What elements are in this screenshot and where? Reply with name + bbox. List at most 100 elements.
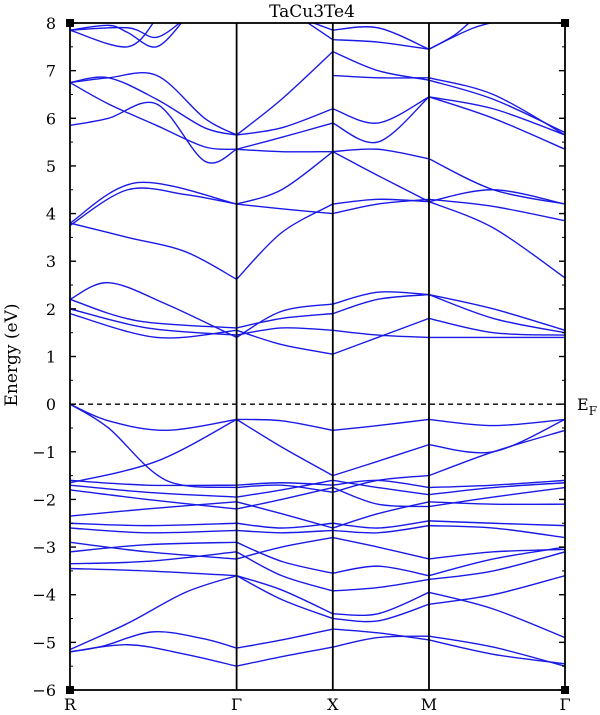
band-1-segment-2 <box>332 635 430 648</box>
band-29-segment-1 <box>332 74 429 79</box>
band-11-segment-0 <box>70 484 237 498</box>
y-tick-label: 6 <box>46 109 56 128</box>
band-25-segment-1 <box>236 108 334 136</box>
x-tick-label-2: X <box>327 695 339 714</box>
band-24-segment-3 <box>428 96 565 150</box>
y-tick-label: −2 <box>32 490 56 509</box>
band-0-segment-0 <box>70 630 237 653</box>
band-12-segment-3 <box>428 479 565 489</box>
band-27-segment-1 <box>306 23 334 41</box>
band-20-segment-2 <box>332 198 430 205</box>
band-17-segment-3 <box>428 317 565 336</box>
band-28-segment-3 <box>428 23 494 50</box>
band-9-segment-3 <box>428 501 565 506</box>
band-19-segment-0 <box>70 281 237 339</box>
band-29-segment-2 <box>428 77 565 136</box>
band-19-segment-3 <box>428 293 565 331</box>
band-6-segment-0 <box>70 541 237 560</box>
band-22-segment-1 <box>236 151 334 205</box>
band-28-segment-2 <box>332 26 430 50</box>
labels-layer: −6 −5 −4 −3 −2 −1 0 1 2 3 4 5 6 7 8 R Γ X M Γ EF <box>32 14 597 714</box>
x-tick-label-0: R <box>64 695 77 714</box>
band-2-segment-2 <box>332 591 430 617</box>
band-13-segment-2 <box>332 474 430 493</box>
band-3-segment-2 <box>332 603 430 623</box>
y-tick-label: 8 <box>46 14 56 33</box>
band-19-segment-1 <box>236 303 333 339</box>
band-1-segment-0 <box>70 644 237 667</box>
y-axis-title: Energy (eV) <box>2 303 22 406</box>
band-5-segment-0 <box>70 541 237 553</box>
band-24-segment-2 <box>332 96 430 144</box>
band-21-segment-3 <box>428 198 565 222</box>
y-tick-label: 4 <box>46 205 56 224</box>
band-2-segment-0 <box>70 574 237 651</box>
band-13-segment-3 <box>428 429 565 477</box>
y-tick-label: 3 <box>46 252 56 271</box>
band-17-segment-2 <box>332 317 430 355</box>
band-22-segment-2 <box>332 151 430 203</box>
band-16-segment-2 <box>332 329 430 339</box>
band-11-segment-2 <box>332 479 430 496</box>
chart-title: TaCu3Te4 <box>269 2 355 22</box>
band-8-segment-3 <box>428 520 565 527</box>
band-4-segment-3 <box>428 551 565 581</box>
band-6-segment-2 <box>332 536 430 560</box>
band-16-segment-1 <box>236 327 333 336</box>
y-tick-label: −3 <box>32 538 56 557</box>
band-26-segment-1 <box>236 51 334 136</box>
x-tick-label-3: M <box>421 695 437 714</box>
band-12-segment-1 <box>236 482 333 486</box>
band-13-segment-1 <box>236 484 333 493</box>
band-15-segment-2 <box>332 443 430 477</box>
band-7-segment-2 <box>332 524 430 534</box>
band-6-segment-3 <box>428 548 565 560</box>
band-25-segment-0 <box>70 76 237 136</box>
band-4-segment-2 <box>332 578 430 592</box>
y-tick-label: 2 <box>46 300 56 319</box>
band-23-segment-1 <box>236 148 333 153</box>
band-24-segment-1 <box>236 122 333 150</box>
band-17-segment-1 <box>236 329 333 355</box>
band-12-segment-0 <box>70 479 237 487</box>
band-15-segment-0 <box>70 418 237 484</box>
band-10-segment-1 <box>236 486 333 510</box>
band-9-segment-0 <box>70 501 237 517</box>
bands-layer <box>70 23 565 667</box>
band-26-segment-3 <box>428 79 565 134</box>
x-tick-label-1: Γ <box>231 695 242 714</box>
band-29-segment-0 <box>70 23 154 48</box>
band-10-segment-0 <box>70 489 237 510</box>
band-16-segment-0 <box>70 308 237 336</box>
band-2-segment-3 <box>428 591 565 639</box>
band-21-segment-0 <box>70 187 237 227</box>
y-tick-label: −1 <box>32 443 56 462</box>
band-26-segment-0 <box>70 72 237 136</box>
band-0-segment-2 <box>332 628 430 641</box>
band-13-segment-0 <box>70 403 237 489</box>
band-11-segment-1 <box>236 479 333 498</box>
y-tick-label: 0 <box>46 395 56 414</box>
band-8-segment-2 <box>332 520 430 529</box>
band-27-segment-2 <box>332 38 430 50</box>
band-3-segment-1 <box>236 575 334 620</box>
band-6-segment-1 <box>236 536 333 560</box>
band-27-segment-0 <box>70 23 183 48</box>
band-23-segment-3 <box>428 158 565 205</box>
band-4-segment-1 <box>236 551 333 592</box>
y-tick-label: −4 <box>32 586 56 605</box>
band-14-segment-2 <box>332 418 430 432</box>
y-tick-label: −6 <box>32 681 56 700</box>
band-18-segment-1 <box>236 312 333 329</box>
band-19-segment-2 <box>332 291 430 305</box>
band-8-segment-0 <box>70 522 237 527</box>
band-25-segment-3 <box>428 96 565 136</box>
y-tick-label: 7 <box>46 62 56 81</box>
band-24-segment-0 <box>70 81 237 151</box>
band-0-segment-1 <box>236 628 333 649</box>
band-11-segment-3 <box>428 482 565 496</box>
band-20-segment-1 <box>236 203 334 280</box>
band-28-segment-1 <box>311 23 334 31</box>
band-21-segment-2 <box>332 198 430 215</box>
band-4-segment-0 <box>70 551 237 565</box>
